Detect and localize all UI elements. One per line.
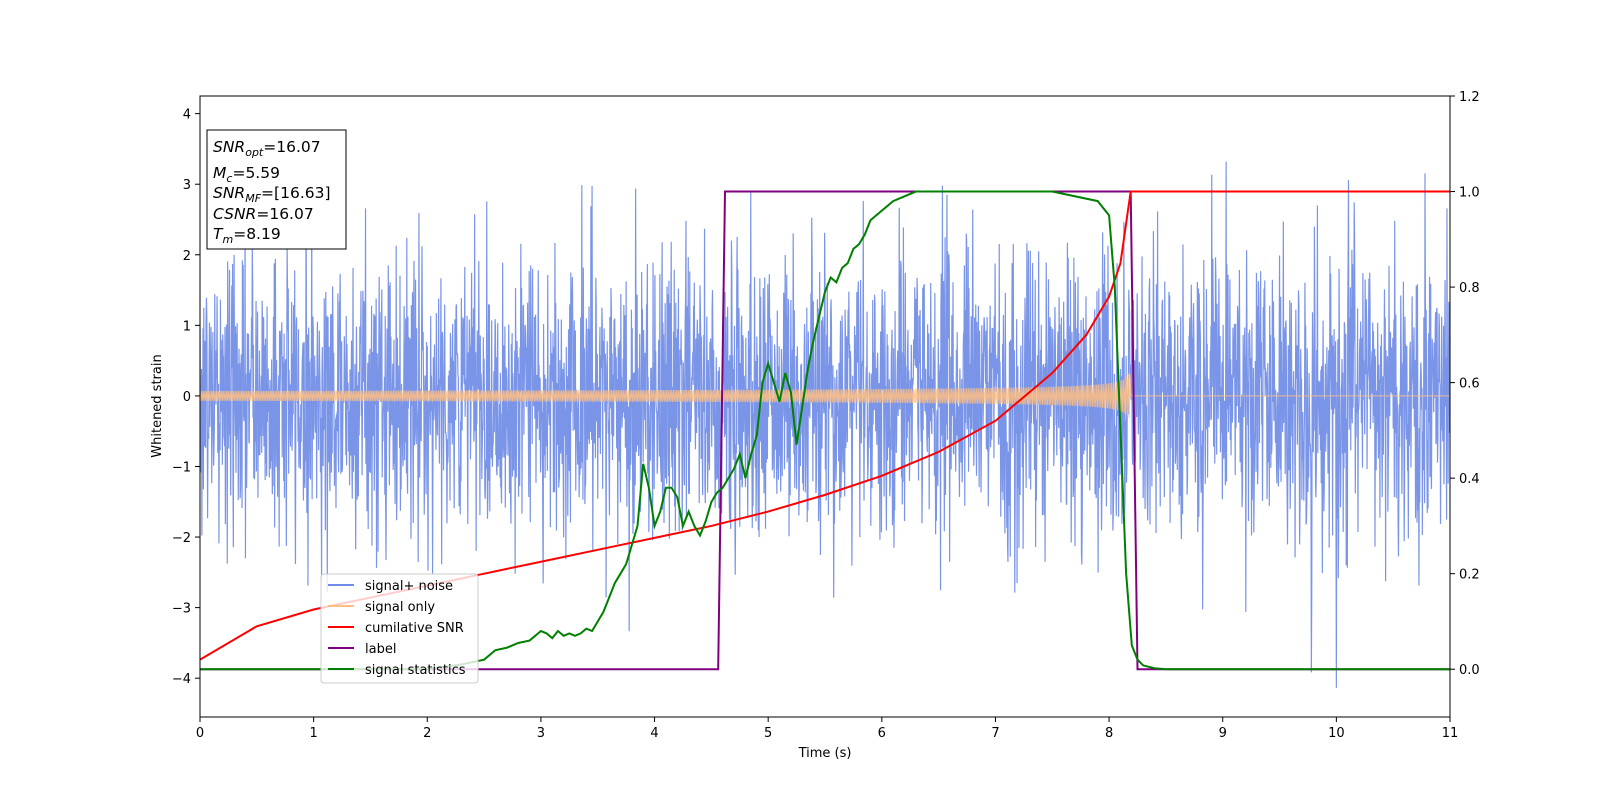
x-tick-label: 1 xyxy=(309,726,317,741)
y-tick-label: 3 xyxy=(183,178,191,193)
legend-label-noise: signal+ noise xyxy=(365,579,453,594)
x-tick-label: 11 xyxy=(1442,726,1459,741)
info-csnr-value: 16.07 xyxy=(269,205,313,223)
y2-tick-label: 0.2 xyxy=(1459,568,1480,583)
y-tick-label: −1 xyxy=(172,460,191,475)
x-tick-label: 10 xyxy=(1328,726,1345,741)
info-box-frame xyxy=(206,129,347,250)
x-tick-label: 8 xyxy=(1105,726,1113,741)
series-signal-statistics xyxy=(200,190,1450,671)
info-snr-mf: SNRMF=[16.63] xyxy=(213,184,331,205)
info-tm-value: 8.19 xyxy=(246,225,281,243)
y-tick-label: 2 xyxy=(183,249,191,264)
info-box: SNRopt=16.07 Mc=5.59 SNRMF=[16.63] CSNR=… xyxy=(206,129,347,250)
y-tick-label: −4 xyxy=(172,672,191,687)
legend-label-stat: signal statistics xyxy=(365,663,466,678)
axes xyxy=(199,95,1451,718)
legend-label-label: label xyxy=(365,642,396,657)
info-snr-opt: SNRopt=16.07 xyxy=(213,138,321,159)
y-tick-label: −2 xyxy=(172,531,191,546)
info-tm: Tm=8.19 xyxy=(213,225,281,246)
x-tick-label: 0 xyxy=(196,726,204,741)
y-tick-label: 4 xyxy=(183,108,191,123)
y2-tick-label: 0.0 xyxy=(1459,663,1480,678)
y2-tick-label: 0.4 xyxy=(1459,472,1480,487)
info-snr-opt-value: 16.07 xyxy=(276,138,320,156)
x-tick-label: 3 xyxy=(537,726,545,741)
legend-frame xyxy=(320,573,479,684)
y2-tick-label: 1.0 xyxy=(1459,186,1480,201)
y-tick-label: 0 xyxy=(183,390,191,405)
series-signal-only xyxy=(200,373,1450,419)
legend-label-signal: signal only xyxy=(365,600,435,615)
x-tick-label: 4 xyxy=(650,726,658,741)
legend: signal+ noise signal only cumilative SNR… xyxy=(320,573,479,684)
x-tick-label: 5 xyxy=(764,726,772,741)
y2-tick-label: 1.2 xyxy=(1459,90,1480,105)
info-snr-mf-value: [16.63] xyxy=(274,184,330,202)
info-csnr: CSNR=16.07 xyxy=(213,205,314,223)
info-mc: Mc=5.59 xyxy=(213,164,280,185)
plot-frame xyxy=(199,95,1451,718)
x-tick-label: 2 xyxy=(423,726,431,741)
y-tick-label: 1 xyxy=(183,319,191,334)
info-mc-value: 5.59 xyxy=(245,164,280,182)
ticks: 0 1 2 3 4 5 6 7 8 9 10 11 −4 −3 −2 −1 0 1 2 3 4 0.0 0.2 0.4 0.6 0… xyxy=(172,90,1480,741)
x-tick-label: 9 xyxy=(1219,726,1227,741)
y-axis-label: Whitened strain xyxy=(150,354,165,457)
legend-label-snr: cumilative SNR xyxy=(365,621,464,636)
x-tick-label: 6 xyxy=(878,726,886,741)
x-axis-label: Time (s) xyxy=(798,746,852,761)
series-signal-plus-noise xyxy=(200,161,1450,688)
y2-tick-label: 0.8 xyxy=(1459,281,1480,296)
y-tick-label: −3 xyxy=(172,602,191,617)
y2-tick-label: 0.6 xyxy=(1459,377,1480,392)
x-tick-label: 7 xyxy=(991,726,999,741)
